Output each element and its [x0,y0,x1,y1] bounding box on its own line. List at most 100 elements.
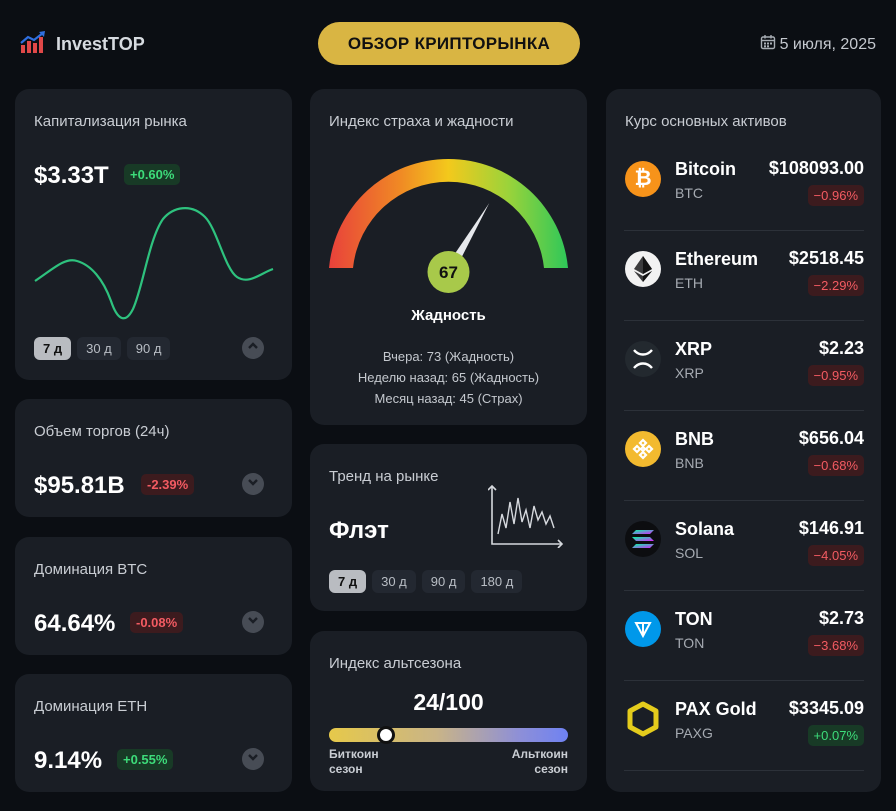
bitcoin-icon: ₿ [625,161,661,197]
chevron-down-icon [247,750,259,768]
asset-name: Ethereum [675,249,759,269]
asset-name: PAX Gold [675,699,757,719]
market-cap-sparkline [34,207,274,320]
ethereum-icon [625,251,661,287]
asset-symbol: TON [675,635,705,651]
trend-card: Тренд на рынке Флэт 7 д 30 д 90 д 180 д [310,444,587,611]
altseason-marker [377,726,396,744]
asset-row-bnb[interactable]: BNB BNB $656.04 −0.68% [624,411,864,501]
market-cap-value: $3.33T [34,162,109,189]
brand-name: InvestTOP [56,34,145,54]
fear-greed-value: 67 [439,263,458,282]
asset-row-bitcoin[interactable]: ₿ Bitcoin BTC $108093.00 −0.96% [624,141,864,231]
trend-title: Тренд на рынке [329,468,439,485]
solana-icon [625,521,661,557]
market-cap-change-badge: +0.60% [124,164,181,185]
bitcoin-season-label: Биткоин сезон [329,747,379,776]
chevron-down-icon [247,475,259,493]
history-month-ago: Месяц назад: 45 (Страх) [374,391,523,406]
period-90d-button[interactable]: 90 д [126,337,171,360]
asset-change-badge: −4.05% [807,545,864,566]
chevron-up-icon [247,339,259,357]
expand-button[interactable] [242,473,264,495]
assets-card: Курс основных активов ₿ Bitcoin BTC $108… [606,89,881,792]
market-cap-card: Капитализация рынка $3.33T +0.60% 7 д 30… [15,89,292,380]
chevron-down-icon [247,613,259,631]
period-180d-button[interactable]: 180 д [471,570,523,593]
date-display: 5 июля, 2025 [760,34,876,55]
asset-price: $3345.09 [788,698,864,718]
asset-change-badge: −3.68% [807,635,864,656]
altseason-card: Индекс альтсезона 24/100 Биткоин сезон А… [310,631,587,791]
bnb-icon [625,431,661,467]
expand-button[interactable] [242,748,264,770]
asset-price: $2.23 [818,338,864,358]
expand-button[interactable] [242,611,264,633]
asset-price: $2.73 [818,608,864,628]
asset-price: $108093.00 [768,158,864,178]
asset-symbol: ETH [675,275,703,291]
period-7d-button[interactable]: 7 д [34,337,72,360]
volume-value: $95.81B [34,472,125,499]
fear-greed-title: Индекс страха и жадности [329,113,514,130]
asset-symbol: BTC [675,185,703,201]
asset-row-solana[interactable]: Solana SOL $146.91 −4.05% [624,501,864,591]
collapse-button[interactable] [242,337,264,359]
asset-name: XRP [675,339,713,359]
paxgold-icon [625,701,661,737]
altseason-title: Индекс альтсезона [329,655,462,672]
asset-row-ton[interactable]: TON TON $2.73 −3.68% [624,591,864,681]
asset-row-ethereum[interactable]: Ethereum ETH $2518.45 −2.29% [624,231,864,321]
btc-dominance-value: 64.64% [34,610,116,637]
volume-title: Объем торгов (24ч) [34,423,170,440]
xrp-icon [625,341,661,377]
asset-symbol: SOL [675,545,704,561]
altcoin-season-label: Альткоин сезон [511,747,568,776]
asset-name: Solana [675,519,735,539]
trend-chart-icon [487,484,566,553]
asset-price: $2518.45 [788,248,864,268]
asset-change-badge: +0.07% [807,725,864,746]
chart-logo-icon [20,31,46,58]
asset-price: $656.04 [798,428,864,448]
asset-symbol: BNB [675,455,704,471]
brand-logo[interactable]: InvestTOP [20,31,145,58]
asset-symbol: XRP [675,365,704,381]
date-text: 5 июля, 2025 [779,35,876,53]
market-cap-period-selector: 7 д 30 д 90 д [34,337,171,360]
period-30d-button[interactable]: 30 д [372,570,416,593]
altseason-bar [329,728,568,742]
asset-change-badge: −0.68% [807,455,864,476]
history-week-ago: Неделю назад: 65 (Жадность) [357,370,540,385]
asset-price: $146.91 [798,518,864,538]
asset-change-badge: −0.95% [807,365,864,386]
asset-symbol: PAXG [675,725,713,741]
fear-greed-gauge: 67 [329,158,568,293]
btc-dominance-change-badge: -0.08% [130,612,184,633]
eth-dominance-title: Доминация ETH [34,698,148,715]
header: InvestTOP ОБЗОР КРИПТОРЫНКА 5 июля, 2025 [0,0,896,88]
period-90d-button[interactable]: 90 д [421,570,466,593]
page-title: ОБЗОР КРИПТОРЫНКА [318,22,580,65]
volume-card: Объем торгов (24ч) $95.81B -2.39% [15,399,292,517]
asset-row-paxgold[interactable]: PAX Gold PAXG $3345.09 +0.07% [624,681,864,771]
asset-name: Bitcoin [675,159,736,179]
asset-name: BNB [675,429,714,449]
fear-greed-card: Индекс страха и жадности 67 Жадность Вче… [310,89,587,425]
asset-row-xrp[interactable]: XRP XRP $2.23 −0.95% [624,321,864,411]
eth-dominance-change-badge: +0.55% [117,749,174,770]
period-30d-button[interactable]: 30 д [77,337,121,360]
assets-title: Курс основных активов [625,113,787,130]
market-cap-title: Капитализация рынка [34,113,187,130]
asset-change-badge: −0.96% [807,185,864,206]
btc-dominance-title: Доминация BTC [34,561,148,578]
eth-dominance-value: 9.14% [34,747,103,774]
volume-change-badge: -2.39% [141,474,195,495]
fear-greed-history: Вчера: 73 (Жадность) Неделю назад: 65 (Ж… [310,346,587,409]
history-yesterday: Вчера: 73 (Жадность) [382,349,515,364]
btc-dominance-card: Доминация BTC 64.64% -0.08% [15,537,292,655]
calendar-icon [760,34,776,55]
altseason-value: 24/100 [413,689,484,715]
period-7d-button[interactable]: 7 д [329,570,367,593]
trend-value: Флэт [329,517,389,544]
